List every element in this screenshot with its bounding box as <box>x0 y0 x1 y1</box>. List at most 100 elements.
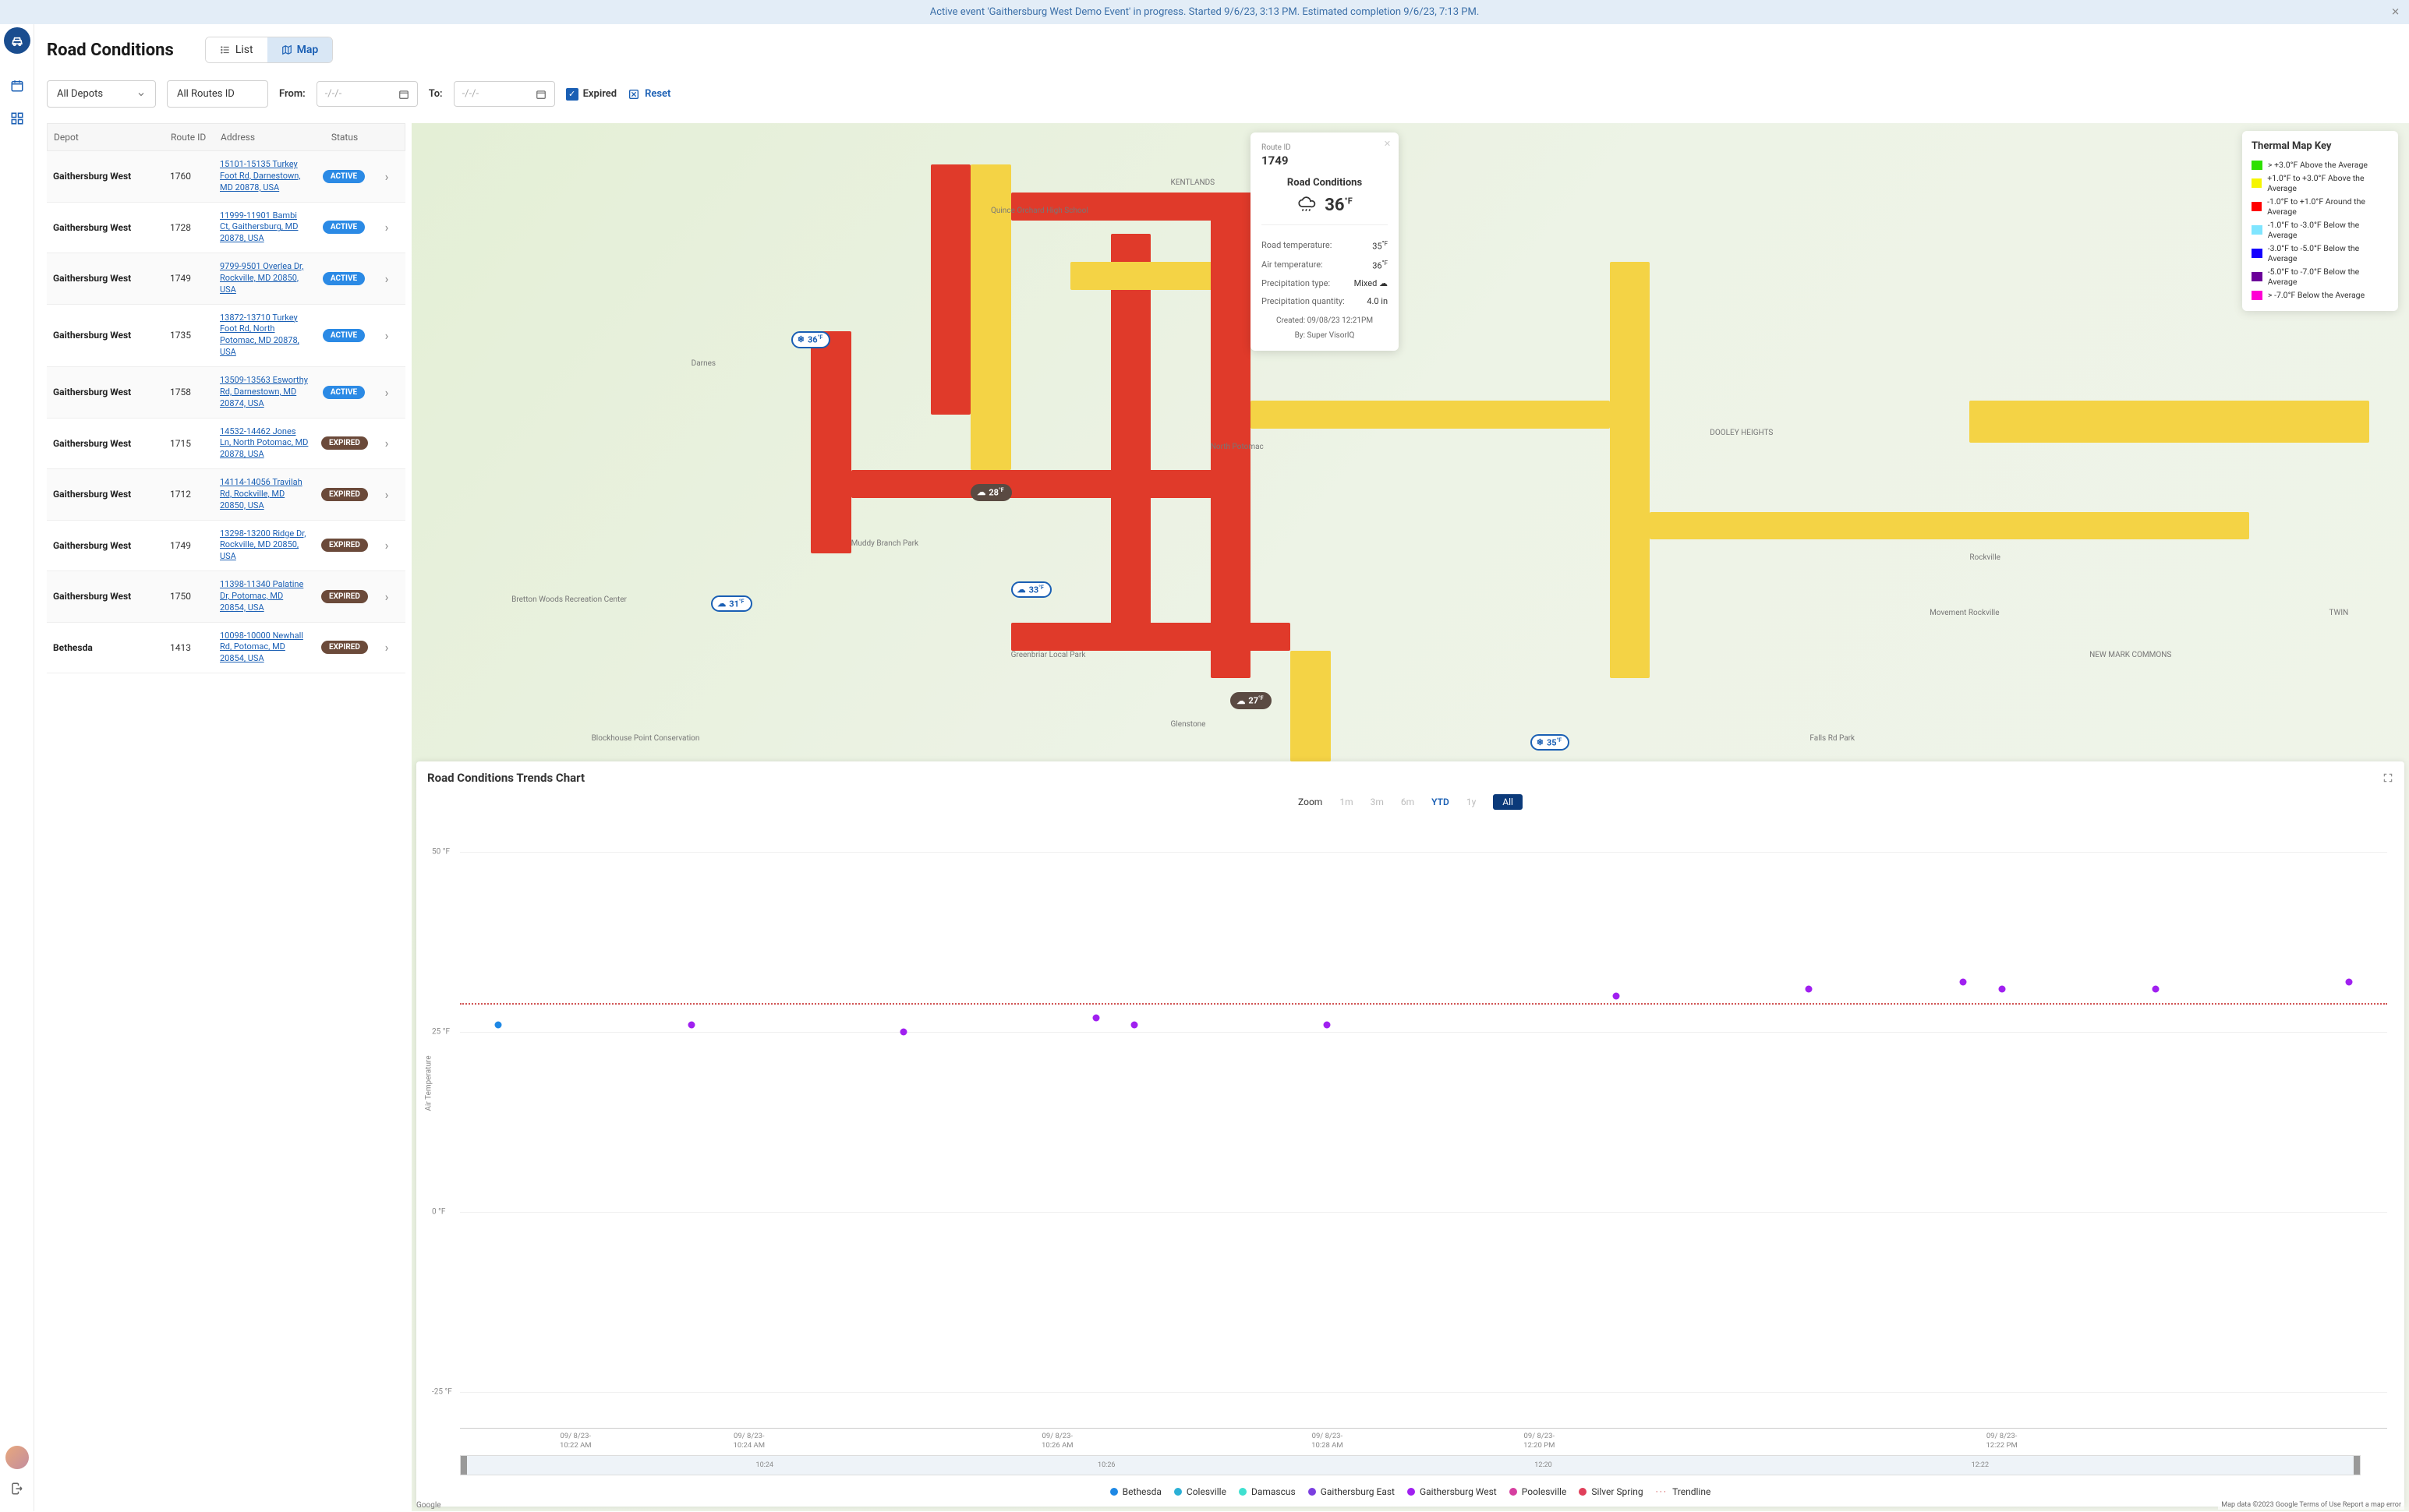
cell-address[interactable]: 11999-11901 Bambi Ct, Gaithersburg, MD 2… <box>214 203 315 253</box>
cell-address[interactable]: 13872-13710 Turkey Foot Rd, North Potoma… <box>214 305 315 366</box>
to-date-input[interactable]: -/-/- <box>454 81 555 107</box>
chart-point[interactable] <box>1960 978 1967 985</box>
chart-point[interactable] <box>495 1021 502 1028</box>
scrubber-tick: 10:26 <box>1098 1461 1115 1469</box>
row-expand-icon[interactable]: › <box>373 581 401 612</box>
chart-point[interactable] <box>1131 1021 1138 1028</box>
cell-address[interactable]: 13298-13200 Ridge Dr, Rockville, MD 2085… <box>214 521 315 571</box>
cell-route: 1760 <box>164 163 214 189</box>
y-tick: 0 °F <box>432 1208 445 1217</box>
cell-address[interactable]: 11398-11340 Palatine Dr, Potomac, MD 208… <box>214 571 315 622</box>
temp-marker[interactable]: ❄35°F <box>1530 734 1569 751</box>
temp-marker[interactable]: ☁33°F <box>1011 581 1052 599</box>
map-attribution[interactable]: Map data ©2023 Google Terms of Use Repor… <box>2218 1500 2404 1510</box>
cell-address[interactable]: 9799-9501 Overlea Dr, Rockville, MD 2085… <box>214 253 315 304</box>
row-expand-icon[interactable]: › <box>373 428 401 458</box>
legend-item: > +3.0°F Above the Average <box>2252 158 2389 171</box>
chart-legend-trendline[interactable]: ···Trendline <box>1656 1486 1711 1497</box>
close-icon[interactable]: ✕ <box>1384 139 1391 149</box>
legend-swatch <box>2252 178 2262 188</box>
chart-plot-area[interactable]: Air Temperature 50 °F25 °F0 °F-25 °F09/ … <box>460 816 2387 1429</box>
table-row[interactable]: Gaithersburg West 1728 11999-11901 Bambi… <box>47 203 405 254</box>
chart-point[interactable] <box>1998 985 2005 992</box>
row-expand-icon[interactable]: › <box>373 161 401 192</box>
cell-address[interactable]: 10098-10000 Newhall Rd, Potomac, MD 2085… <box>214 623 315 673</box>
row-expand-icon[interactable]: › <box>373 263 401 294</box>
chart-point[interactable] <box>1092 1014 1099 1021</box>
cell-address[interactable]: 14114-14056 Travilah Rd, Rockville, MD 2… <box>214 469 315 520</box>
expand-icon[interactable] <box>2382 772 2393 783</box>
view-map-button[interactable]: Map <box>267 37 333 62</box>
temp-marker[interactable]: ❄36°F <box>791 331 830 348</box>
zoom-option-1m[interactable]: 1m <box>1339 797 1353 807</box>
cell-status: EXPIRED <box>315 480 373 509</box>
table-row[interactable]: Gaithersburg West 1735 13872-13710 Turke… <box>47 305 405 367</box>
chart-point[interactable] <box>1324 1021 1331 1028</box>
temp-marker[interactable]: ☁31°F <box>711 595 752 613</box>
y-axis-label: Air Temperature <box>425 1055 433 1111</box>
dashboard-icon[interactable] <box>9 110 26 127</box>
table-body: Gaithersburg West 1760 15101-15135 Turke… <box>47 151 405 1511</box>
map-view[interactable]: KENTLANDSLAKELANDSQuince Orchard High Sc… <box>412 123 2409 1511</box>
chart-point[interactable] <box>2153 985 2160 992</box>
scrub-handle-right[interactable] <box>2354 1456 2360 1475</box>
chart-point[interactable] <box>900 1029 907 1036</box>
chart-point[interactable] <box>2345 978 2352 985</box>
temp-marker[interactable]: ☁27°F <box>1230 692 1271 709</box>
chart-legend-item[interactable]: Gaithersburg East <box>1308 1486 1395 1497</box>
chart-legend-item[interactable]: Bethesda <box>1110 1486 1162 1497</box>
table-row[interactable]: Gaithersburg West 1760 15101-15135 Turke… <box>47 151 405 203</box>
from-date-input[interactable]: -/-/- <box>317 81 418 107</box>
banner-close-icon[interactable]: ✕ <box>2391 6 2400 18</box>
row-expand-icon[interactable]: › <box>373 479 401 510</box>
route-select[interactable]: All Routes ID <box>167 80 268 108</box>
zoom-option-1y[interactable]: 1y <box>1466 797 1476 807</box>
reset-icon <box>628 88 640 101</box>
scrub-handle-left[interactable] <box>461 1456 467 1475</box>
cloud-icon: ☁ <box>1017 585 1026 595</box>
chart-legend-item[interactable]: Silver Spring <box>1579 1486 1643 1497</box>
zoom-option-all[interactable]: All <box>1493 794 1523 810</box>
cell-address[interactable]: 15101-15135 Turkey Foot Rd, Darnestown, … <box>214 151 315 202</box>
depot-select[interactable]: All Depots <box>47 80 156 108</box>
table-row[interactable]: Gaithersburg West 1715 14532-14462 Jones… <box>47 419 405 470</box>
expired-checkbox[interactable]: ✓ Expired <box>566 88 617 101</box>
calendar-icon[interactable] <box>9 77 26 94</box>
table-row[interactable]: Gaithersburg West 1749 9799-9501 Overlea… <box>47 253 405 305</box>
cell-status: ACTIVE <box>315 213 373 242</box>
th-status: Status <box>316 124 373 150</box>
reset-button[interactable]: Reset <box>628 88 670 101</box>
table-row[interactable]: Gaithersburg West 1749 13298-13200 Ridge… <box>47 521 405 572</box>
chart-legend-item[interactable]: Gaithersburg West <box>1407 1486 1497 1497</box>
temp-marker[interactable]: ☁28°F <box>971 484 1011 501</box>
table-row[interactable]: Gaithersburg West 1758 13509-13563 Eswor… <box>47 367 405 419</box>
chart-title: Road Conditions Trends Chart <box>427 771 585 785</box>
snow-icon: ❄ <box>1537 737 1544 747</box>
info-row: Precipitation type:Mixed ☁ <box>1261 274 1388 292</box>
app-logo[interactable] <box>4 27 30 54</box>
row-expand-icon[interactable]: › <box>373 320 401 351</box>
zoom-option-6m[interactable]: 6m <box>1401 797 1414 807</box>
cell-address[interactable]: 14532-14462 Jones Ln, North Potomac, MD … <box>214 419 315 469</box>
view-list-button[interactable]: List <box>206 37 267 62</box>
table-row[interactable]: Gaithersburg West 1750 11398-11340 Palat… <box>47 571 405 623</box>
row-expand-icon[interactable]: › <box>373 530 401 560</box>
chart-legend-item[interactable]: Colesville <box>1174 1486 1226 1497</box>
chart-point[interactable] <box>1806 985 1813 992</box>
chart-legend-item[interactable]: Damascus <box>1239 1486 1296 1497</box>
table-row[interactable]: Gaithersburg West 1712 14114-14056 Travi… <box>47 469 405 521</box>
logout-icon[interactable] <box>10 1482 24 1496</box>
row-expand-icon[interactable]: › <box>373 212 401 242</box>
user-avatar[interactable] <box>5 1446 29 1469</box>
zoom-option-ytd[interactable]: YTD <box>1431 797 1449 807</box>
chart-point[interactable] <box>688 1021 695 1028</box>
table-row[interactable]: Bethesda 1413 10098-10000 Newhall Rd, Po… <box>47 623 405 674</box>
chart-legend-item[interactable]: Poolesville <box>1509 1486 1567 1497</box>
table-header: Depot Route ID Address Status <box>47 123 405 151</box>
zoom-option-3m[interactable]: 3m <box>1371 797 1384 807</box>
chart-scrubber[interactable]: 10:2410:2612:2012:22 <box>460 1455 2361 1475</box>
row-expand-icon[interactable]: › <box>373 377 401 408</box>
row-expand-icon[interactable]: › <box>373 632 401 662</box>
chart-point[interactable] <box>1613 993 1620 1000</box>
cell-address[interactable]: 13509-13563 Esworthy Rd, Darnestown, MD … <box>214 367 315 418</box>
